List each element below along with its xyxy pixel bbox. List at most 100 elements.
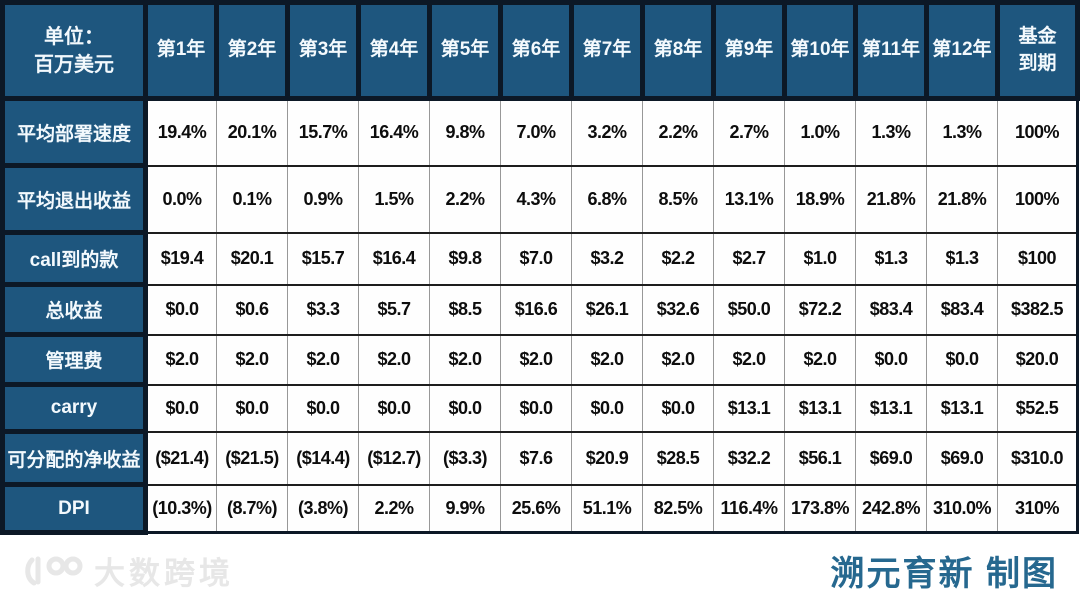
table-cell: 21.8%: [855, 164, 927, 234]
table-cell: 7.0%: [500, 97, 572, 167]
table-cell: $7.6: [500, 430, 572, 486]
table-row: call到的款 $19.4 $20.1 $15.7 $16.4 $9.8 $7.0 $3.2 $…: [0, 230, 1078, 287]
table-row: 总收益 $0.0 $0.6 $3.3 $5.7 $8.5 $16.6 $26.1 $32.6 $5…: [0, 282, 1078, 337]
table-cell: $2.0: [216, 333, 288, 386]
table-cell: 0.9%: [287, 164, 359, 234]
table-cell: 2.2%: [358, 483, 430, 534]
table-cell: $7.0: [500, 231, 572, 286]
table-cell: $100: [997, 231, 1078, 286]
table-cell: $56.1: [784, 430, 856, 486]
table-cell: $5.7: [358, 283, 430, 336]
table-cell: $0.0: [145, 383, 217, 433]
table-cell: 1.0%: [784, 97, 856, 167]
table-cell: ($12.7): [358, 430, 430, 486]
column-header: 第1年: [143, 0, 219, 101]
table-cell: 2.2%: [429, 164, 501, 234]
table-cell: 1.3%: [855, 97, 927, 167]
table-cell: 2.7%: [713, 97, 785, 167]
table-cell: $8.5: [429, 283, 501, 336]
table-header: 单位： 百万美元 第1年 第2年 第3年 第4年 第5年 第6年 第7年 第8年 第9年 第10年第…: [0, 0, 1080, 101]
table-cell: 100%: [997, 97, 1078, 167]
table-cell: $72.2: [784, 283, 856, 336]
table-cell: $0.0: [571, 383, 643, 433]
table-cell: $2.7: [713, 231, 785, 286]
table-cell: $52.5: [997, 383, 1078, 433]
table-cell: $0.0: [216, 383, 288, 433]
table-cell: 20.1%: [216, 97, 288, 167]
table-cell: 21.8%: [926, 164, 998, 234]
table-cell: $16.6: [500, 283, 572, 336]
table-cell: $0.0: [642, 383, 714, 433]
table-cell: 18.9%: [784, 164, 856, 234]
table-cell: 25.6%: [500, 483, 572, 534]
table-cell: $0.0: [500, 383, 572, 433]
column-header: 第6年: [498, 0, 574, 101]
table-cell: ($3.3): [429, 430, 501, 486]
table-cell: 0.1%: [216, 164, 288, 234]
table-cell: $20.1: [216, 231, 288, 286]
fund-cashflow-table: 单位： 百万美元 第1年 第2年 第3年 第4年 第5年 第6年 第7年 第8年 第9年 第10年第…: [0, 0, 1080, 535]
table-cell: $50.0: [713, 283, 785, 336]
table-cell: $15.7: [287, 231, 359, 286]
table-cell: 0.0%: [145, 164, 217, 234]
table-cell: $16.4: [358, 231, 430, 286]
table-cell: $13.1: [855, 383, 927, 433]
row-label: 总收益: [0, 282, 148, 337]
table-cell: (8.7%): [216, 483, 288, 534]
table-row: carry $0.0 $0.0 $0.0 $0.0 $0.0 $0.0 $0.0 $0.0 $13…: [0, 382, 1078, 434]
table-cell: 9.9%: [429, 483, 501, 534]
header-row: 单位： 百万美元 第1年 第2年 第3年 第4年 第5年 第6年 第7年 第8年 第9年 第10年第…: [0, 0, 1080, 101]
column-header: 第3年: [285, 0, 361, 101]
table-cell: $0.0: [429, 383, 501, 433]
table-cell: $83.4: [926, 283, 998, 336]
table-cell: ($14.4): [287, 430, 359, 486]
table-cell: $9.8: [429, 231, 501, 286]
footer: 大数跨境 溯元育新 制图: [0, 533, 1080, 608]
table-cell: $382.5: [997, 283, 1078, 336]
table-cell: 3.2%: [571, 97, 643, 167]
table-cell: $310.0: [997, 430, 1078, 486]
table-cell: 13.1%: [713, 164, 785, 234]
table-cell: 100%: [997, 164, 1078, 234]
row-label: call到的款: [0, 230, 148, 287]
column-header: 基金 到期: [995, 0, 1080, 101]
row-label: 可分配的净收益: [0, 429, 148, 487]
table-cell: $19.4: [145, 231, 217, 286]
watermark-text: 大数跨境: [94, 556, 234, 591]
row-label: carry: [0, 382, 148, 434]
watermark-logo-icon: [25, 556, 83, 585]
credit-text: 溯元育新 制图: [830, 555, 1058, 593]
table-cell: 1.5%: [358, 164, 430, 234]
column-header: 第12年: [924, 0, 1000, 101]
table-body: 平均部署速度 19.4% 20.1% 15.7% 16.4% 9.8% 7.0% 3.2% 2.…: [0, 96, 1078, 535]
table-row: 可分配的净收益 ($21.4) ($21.5) ($14.4) ($12.7) ($3.3…: [0, 429, 1078, 487]
table-cell: 8.5%: [642, 164, 714, 234]
table-cell: $26.1: [571, 283, 643, 336]
table-cell: $32.2: [713, 430, 785, 486]
table-cell: $2.0: [145, 333, 217, 386]
table-cell: $2.0: [571, 333, 643, 386]
table-cell: $13.1: [926, 383, 998, 433]
table-cell: $1.3: [855, 231, 927, 286]
table-cell: $0.0: [358, 383, 430, 433]
table-cell: 16.4%: [358, 97, 430, 167]
table-cell: $32.6: [642, 283, 714, 336]
table-cell: ($21.5): [216, 430, 288, 486]
table-cell: $2.0: [642, 333, 714, 386]
table-cell: 15.7%: [287, 97, 359, 167]
column-header: 第11年: [853, 0, 929, 101]
table-cell: $2.0: [287, 333, 359, 386]
column-header: 第8年: [640, 0, 716, 101]
table-cell: 9.8%: [429, 97, 501, 167]
table-cell: $0.0: [926, 333, 998, 386]
table-cell: 242.8%: [855, 483, 927, 534]
column-header: 第2年: [214, 0, 290, 101]
table-cell: $1.3: [926, 231, 998, 286]
table-cell: 6.8%: [571, 164, 643, 234]
table-cell: (3.8%): [287, 483, 359, 534]
table-cell: 82.5%: [642, 483, 714, 534]
table-cell: 4.3%: [500, 164, 572, 234]
watermark: 大数跨境: [22, 548, 234, 593]
row-label: 平均部署速度: [0, 96, 148, 168]
